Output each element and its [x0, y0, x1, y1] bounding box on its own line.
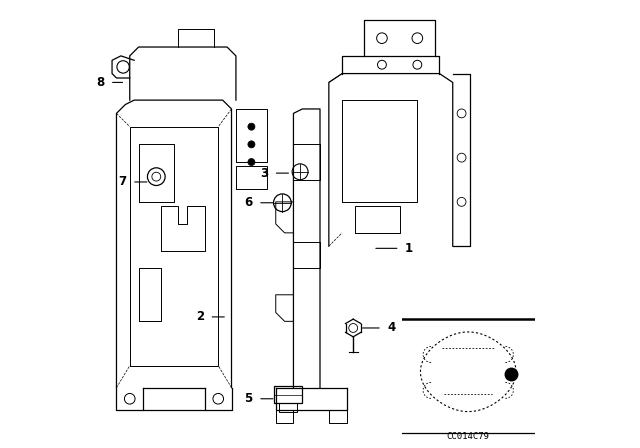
Text: 1: 1: [405, 242, 413, 255]
Circle shape: [248, 123, 255, 130]
Text: 7: 7: [118, 176, 127, 189]
Bar: [279, 403, 297, 412]
Circle shape: [248, 141, 255, 148]
Text: 4: 4: [387, 322, 396, 335]
Bar: [273, 386, 302, 403]
Text: 5: 5: [244, 392, 253, 405]
Text: 3: 3: [260, 167, 268, 180]
Text: 2: 2: [196, 310, 204, 323]
Text: 8: 8: [96, 76, 104, 89]
Text: 6: 6: [244, 196, 253, 209]
Circle shape: [248, 159, 255, 166]
